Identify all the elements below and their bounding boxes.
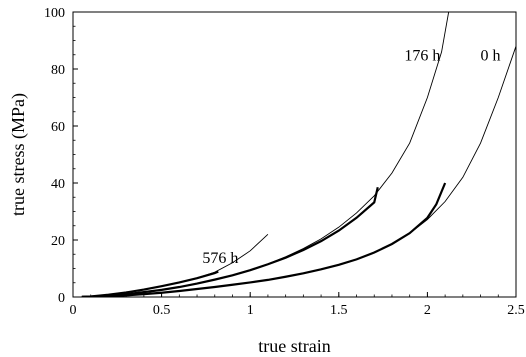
plot-area: 0 0.5 1 1.5 2 2.5 0 20 40 60 80 100 576 h 176 h 0 h	[44, 6, 525, 318]
y-tick-label: 20	[51, 234, 65, 249]
experimental-curve-0-h	[81, 182, 447, 297]
x-axis-ticks: 0 0.5 1 1.5 2 2.5	[70, 292, 525, 318]
series-label-176-h: 176 h	[404, 47, 440, 64]
series-label-576-h: 576 h	[202, 250, 238, 267]
x-tick-label: 1.5	[330, 303, 348, 318]
y-axis-label: true stress (MPa)	[8, 93, 29, 216]
y-tick-label: 80	[51, 63, 65, 78]
model-curve-0-h	[81, 46, 516, 297]
y-tick-label: 40	[51, 177, 65, 192]
experimental-curve-176-h	[81, 187, 379, 297]
series-lines	[81, 12, 516, 297]
x-tick-label: 2	[424, 303, 431, 318]
y-tick-label: 100	[44, 6, 65, 21]
x-tick-label: 0	[70, 303, 77, 318]
series-labels: 576 h 176 h 0 h	[202, 47, 500, 266]
x-axis-label: true strain	[258, 336, 330, 356]
x-tick-label: 0.5	[153, 303, 171, 318]
x-tick-label: 1	[247, 303, 254, 318]
series-label-0-h: 0 h	[481, 47, 501, 64]
y-tick-label: 60	[51, 120, 65, 135]
y-axis-ticks: 0 20 40 60 80 100	[44, 6, 78, 306]
model-curve-176-h	[81, 12, 450, 297]
y-tick-label: 0	[58, 291, 65, 306]
x-tick-label: 2.5	[507, 303, 525, 318]
